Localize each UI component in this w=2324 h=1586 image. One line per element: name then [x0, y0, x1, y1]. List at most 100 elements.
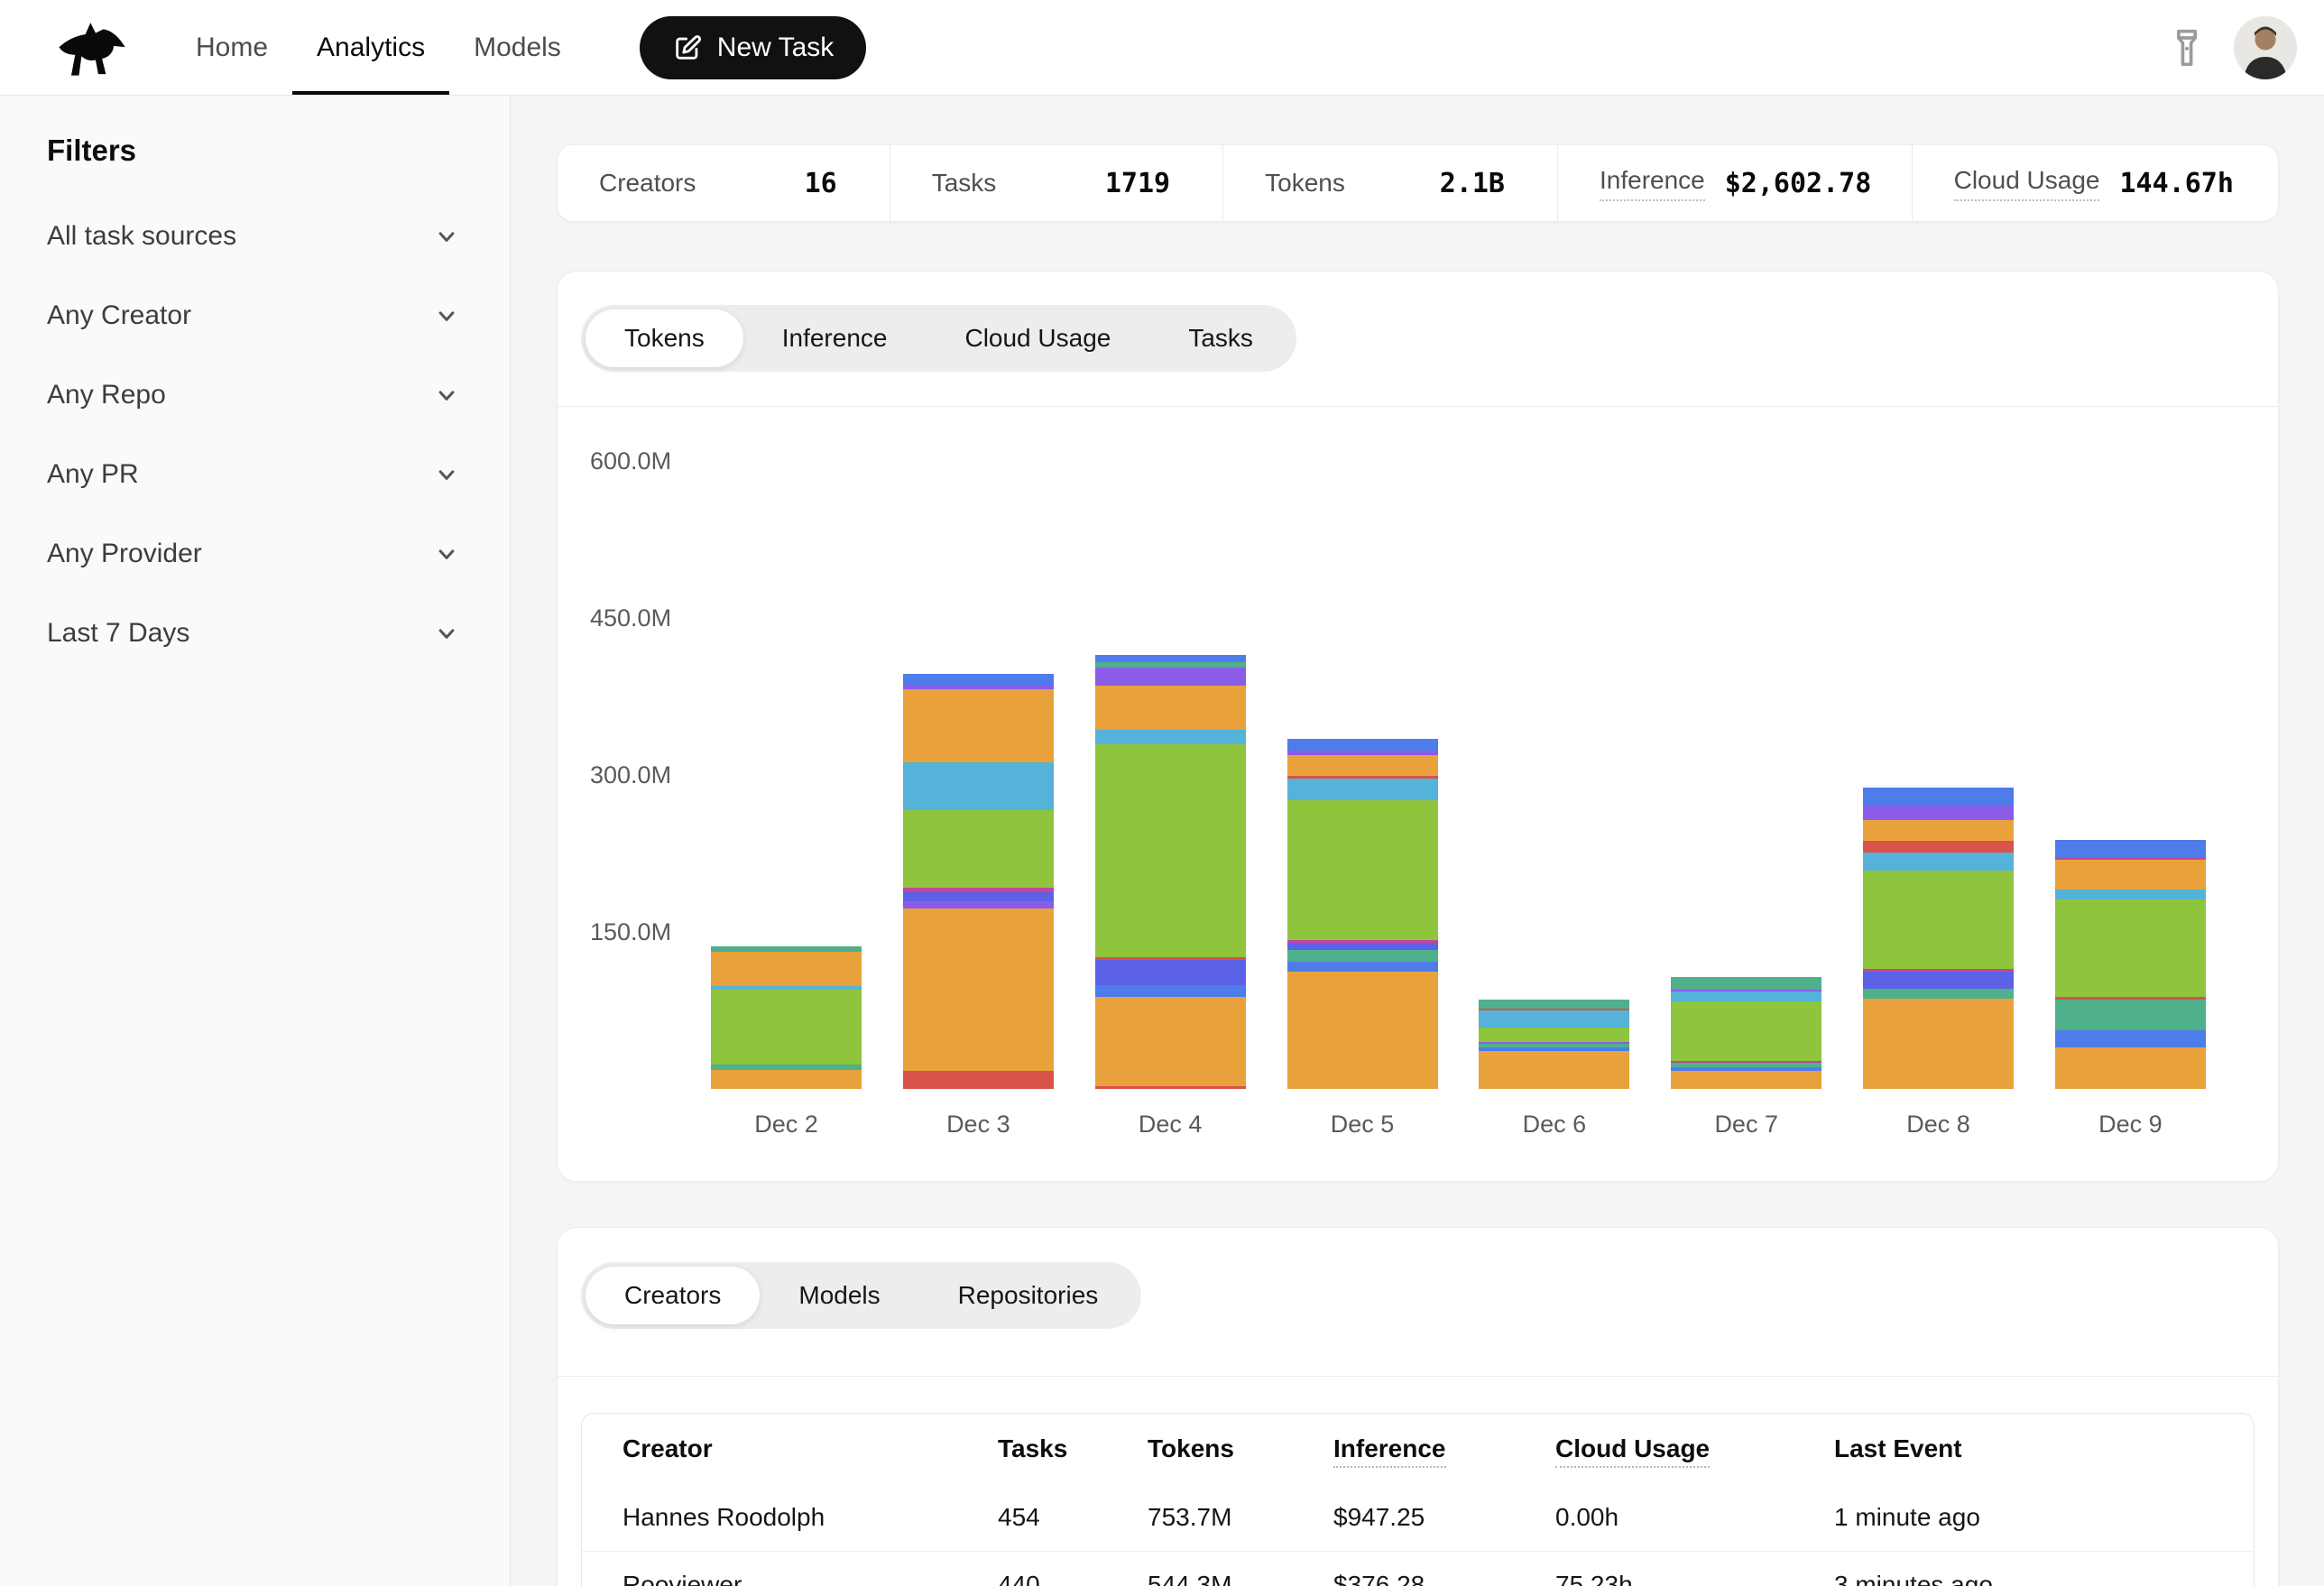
breakdown-card: Creators Models Repositories Creator Tasks T…: [557, 1227, 2279, 1586]
filter-label: Any Creator: [47, 300, 192, 330]
table-row-hannes-roodolph[interactable]: Hannes Roodolph 454 753.7M $947.25 0.00h 1 mi…: [582, 1484, 2254, 1551]
bar-segment-teal: [711, 1065, 862, 1071]
bar-segment-green: [902, 810, 1054, 889]
bar-segment-purple: [1479, 1041, 1630, 1045]
bar-segment-blue: [1479, 1047, 1630, 1052]
bar-segment-red: [1863, 841, 2015, 853]
bars-area: [711, 407, 2206, 1089]
bar-segment-blue: [1286, 738, 1438, 752]
cell-last-event: 1 minute ago: [1834, 1503, 1980, 1531]
bar-dec-3[interactable]: [902, 673, 1054, 1089]
bar-segment-purple: [1094, 667, 1246, 687]
creators-table: Creator Tasks Tokens Inference Cloud Usage La…: [581, 1413, 2255, 1586]
bar-segment-green: [711, 989, 862, 1065]
stat-label-creators: Creators: [599, 169, 696, 197]
edit-icon: [672, 32, 703, 63]
bar-segment-orange: [2054, 860, 2206, 890]
bar-dec-2[interactable]: [711, 946, 862, 1089]
filter-any-repo[interactable]: Any Repo: [47, 355, 510, 435]
bar-segment-blue: [1671, 1066, 1822, 1072]
cell-tasks: 454: [998, 1503, 1040, 1531]
column-header-tasks: Tasks: [998, 1434, 1068, 1462]
nav-link-models[interactable]: Models: [474, 32, 561, 62]
nav-link-home[interactable]: Home: [196, 32, 269, 62]
cell-tokens: 544.3M: [1148, 1570, 1232, 1586]
bar-segment-orange: [1094, 996, 1246, 1086]
primary-nav: Home Analytics Models: [171, 0, 586, 95]
chevron-down-icon: [433, 302, 460, 329]
bar-segment-green: [1671, 1000, 1822, 1061]
breakdown-tab-models[interactable]: Models: [798, 1281, 881, 1309]
bar-segment-orange: [1671, 1071, 1822, 1089]
bar-segment-magenta: [902, 888, 1054, 892]
bar-segment-green: [1286, 799, 1438, 941]
column-header-cloud-usage: Cloud Usage: [1555, 1434, 1834, 1468]
bar-dec-7[interactable]: [1671, 976, 1822, 1089]
bar-segment-teal: [1671, 1063, 1822, 1067]
filter-any-provider[interactable]: Any Provider: [47, 514, 510, 594]
nav-link-analytics[interactable]: Analytics: [292, 0, 450, 95]
bar-segment-green: [1479, 1027, 1630, 1042]
x-axis-label-dec-4: Dec 4: [1138, 1111, 1203, 1138]
cell-creator: Hannes Roodolph: [622, 1503, 825, 1531]
chart-tab-cloud-usage[interactable]: Cloud Usage: [964, 324, 1111, 352]
bar-segment-red: [1094, 956, 1246, 961]
column-header-label[interactable]: Inference: [1333, 1434, 1446, 1468]
breakdown-tab-repositories[interactable]: Repositories: [957, 1281, 1099, 1309]
bar-segment-blue: [1094, 654, 1246, 662]
bar-segment-orange: [2054, 1047, 2206, 1089]
x-axis-label-dec-3: Dec 3: [946, 1111, 1010, 1138]
bar-segment-purple: [1286, 751, 1438, 756]
bar-segment-magenta: [2054, 856, 2206, 861]
bar-dec-4[interactable]: [1094, 654, 1246, 1089]
breakdown-tab-creators[interactable]: Creators: [586, 1267, 761, 1324]
bar-dec-5[interactable]: [1286, 738, 1438, 1089]
bar-dec-9[interactable]: [2054, 840, 2206, 1089]
bar-segment-sky: [1286, 778, 1438, 800]
flashlight-icon[interactable]: [2167, 26, 2207, 69]
filters-sidebar: Filters All task sources Any Creator Any R…: [0, 96, 511, 1586]
bar-segment-green: [2054, 899, 2206, 997]
y-axis-tick-150m: 150.0M: [590, 918, 672, 945]
x-axis-label-dec-8: Dec 8: [1906, 1111, 1970, 1138]
filter-last-7-days[interactable]: Last 7 Days: [47, 594, 510, 673]
filter-all-task-sources[interactable]: All task sources: [47, 197, 510, 276]
cell-last-event: 3 minutes ago: [1834, 1570, 1993, 1586]
chevron-down-icon: [433, 540, 460, 567]
stat-tokens: Tokens 2.1B: [1222, 145, 1557, 221]
table-row-rooviewer[interactable]: Rooviewer 440 544.3M $376.28 75.23h 3 minutes…: [582, 1551, 2254, 1586]
bar-segment-blue: [902, 673, 1054, 686]
chart-tab-tasks[interactable]: Tasks: [1188, 324, 1253, 352]
bar-dec-8[interactable]: [1863, 788, 2015, 1089]
column-header-label[interactable]: Cloud Usage: [1555, 1434, 1711, 1468]
nav-right: [2167, 0, 2297, 95]
stat-label-cloud-usage[interactable]: Cloud Usage: [1953, 166, 2100, 201]
bar-segment-indigo: [1094, 960, 1246, 986]
stat-label-inference[interactable]: Inference: [1600, 166, 1705, 201]
x-axis-label-dec-7: Dec 7: [1714, 1111, 1778, 1138]
bar-segment-red: [902, 1071, 1054, 1089]
bar-segment-sky: [2054, 889, 2206, 900]
cell-inference: $947.25: [1333, 1503, 1425, 1531]
bar-segment-sky: [711, 986, 862, 990]
filter-label: All task sources: [47, 221, 237, 251]
breakdown-tabs: Creators Models Repositories: [581, 1262, 1142, 1329]
bar-segment-red: [1479, 1008, 1630, 1011]
new-task-button[interactable]: New Task: [639, 15, 867, 79]
stat-value-tasks: 1719: [1104, 167, 1171, 199]
y-axis-tick-600m: 600.0M: [590, 447, 672, 475]
chart-tab-inference[interactable]: Inference: [781, 324, 888, 352]
column-header-tokens: Tokens: [1148, 1434, 1234, 1462]
logo-kangaroo-icon[interactable]: [56, 0, 135, 95]
filter-any-pr[interactable]: Any PR: [47, 435, 510, 514]
bar-segment-orange: [711, 952, 862, 987]
bar-dec-6[interactable]: [1479, 1000, 1630, 1089]
table-header-row: Creator Tasks Tokens Inference Cloud Usage La…: [582, 1414, 2254, 1484]
filter-any-creator[interactable]: Any Creator: [47, 276, 510, 355]
user-avatar[interactable]: [2234, 15, 2297, 79]
bar-segment-teal: [1094, 661, 1246, 668]
main-content: Creators 16 Tasks 1719 Tokens 2.1B Inference $2…: [511, 96, 2324, 1586]
chart-tab-tokens[interactable]: Tokens: [586, 309, 743, 367]
cell-cloud-usage: 75.23h: [1555, 1570, 1633, 1586]
y-axis-tick-450m: 450.0M: [590, 604, 672, 632]
